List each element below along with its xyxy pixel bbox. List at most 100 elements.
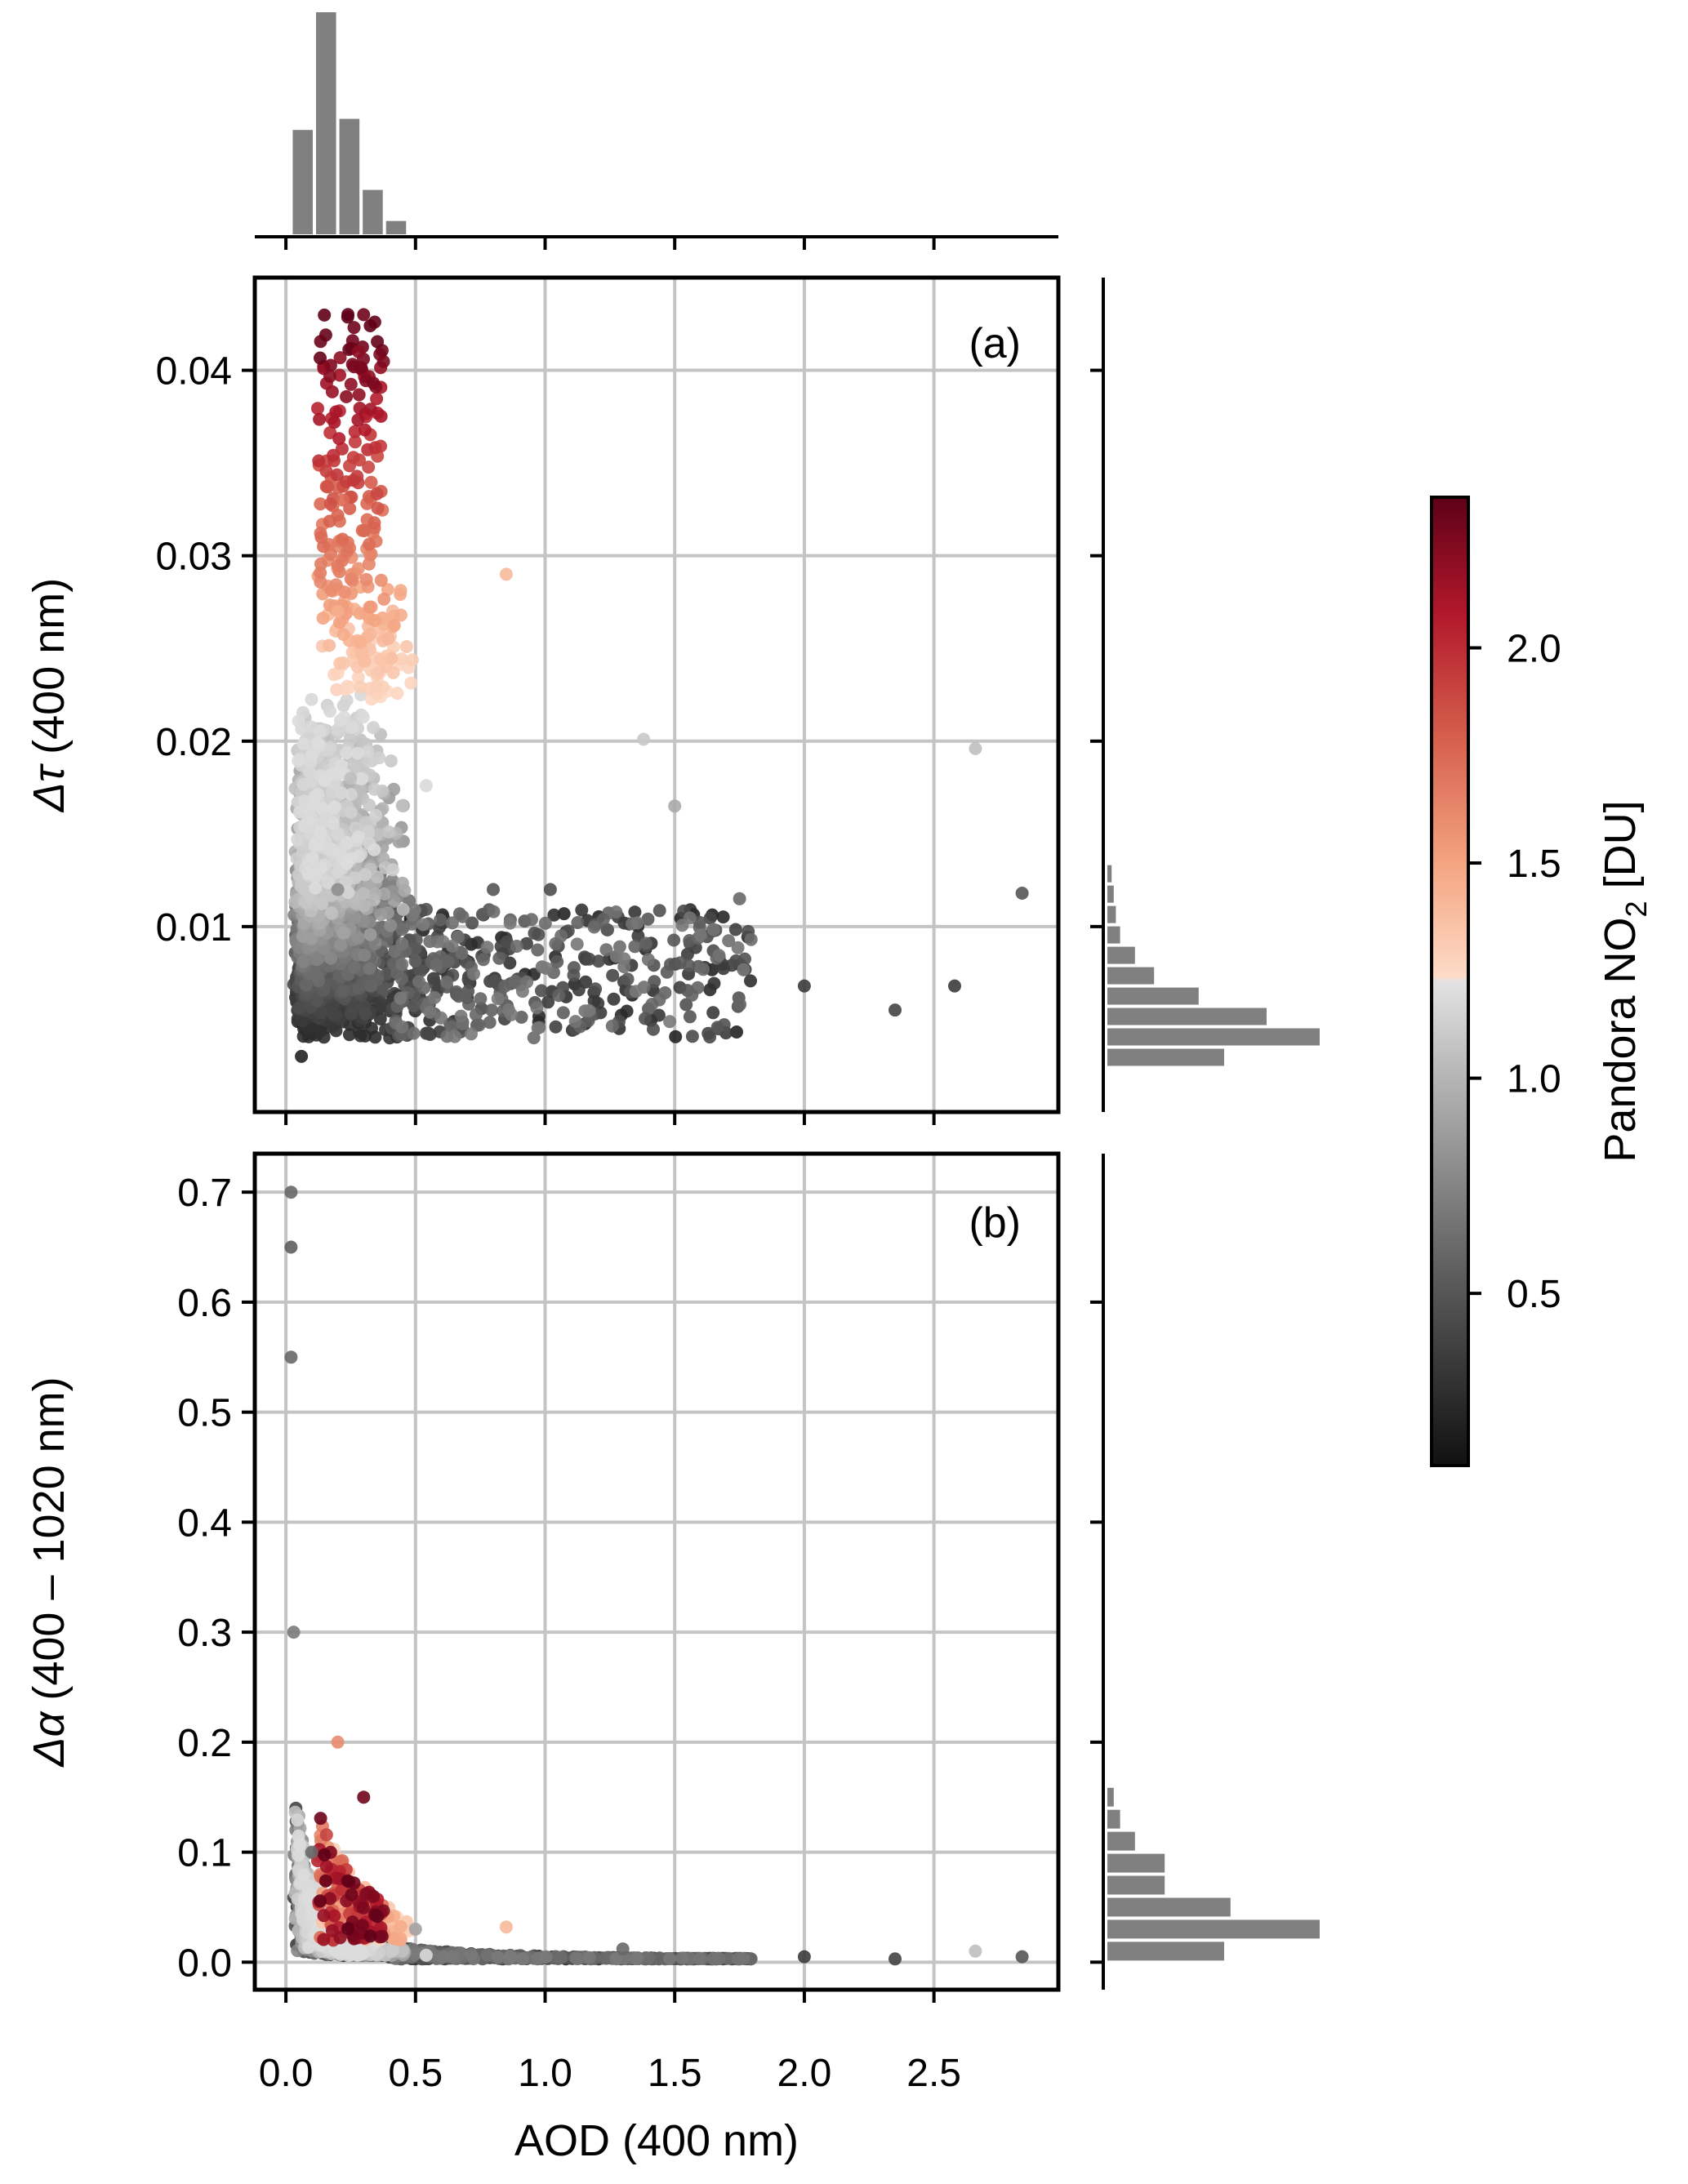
scatter-point — [321, 876, 335, 889]
scatter-point — [703, 911, 717, 925]
scatter-point — [344, 377, 358, 391]
scatter-point — [367, 721, 381, 735]
scatter-point — [365, 1021, 378, 1035]
scatter-point — [374, 409, 388, 423]
scatter-point — [305, 852, 319, 865]
scatter-point — [373, 652, 387, 666]
scatter-point — [314, 351, 327, 365]
scatter-point — [313, 412, 327, 426]
scatter-point — [552, 989, 566, 1003]
scatter-point — [703, 1030, 717, 1044]
scatter-point — [347, 321, 361, 335]
scatter-point — [336, 984, 350, 998]
scatter-point — [455, 946, 469, 960]
scatter-point — [423, 1005, 437, 1019]
scatter-point — [367, 782, 381, 796]
scatter-point — [465, 916, 479, 930]
scatter-point — [491, 992, 505, 1006]
scatter-point — [547, 908, 561, 922]
scatter-point — [395, 798, 409, 812]
scatter-point — [376, 982, 390, 996]
scatter-point — [394, 991, 408, 1005]
scatter-point — [303, 766, 317, 780]
scatter-point — [693, 1952, 707, 1965]
scatter-point — [331, 604, 345, 618]
scatter-point — [359, 423, 372, 437]
scatter-point — [596, 913, 610, 927]
scatter-point — [472, 1018, 486, 1032]
scatter-point — [607, 992, 621, 1006]
scatter-point — [641, 1951, 655, 1965]
scatter-point — [350, 746, 364, 760]
scatter-point — [445, 916, 459, 930]
scatter-point — [483, 1016, 497, 1030]
scatter-point — [555, 1950, 568, 1964]
scatter-point — [357, 308, 371, 322]
scatter-point — [712, 949, 726, 963]
scatter-point — [889, 1003, 902, 1017]
scatter-point — [399, 640, 413, 653]
scatter-point — [568, 1015, 582, 1029]
scatter-point — [335, 442, 349, 456]
scatter-point — [346, 451, 360, 465]
scatter-point — [314, 825, 327, 839]
scatter-point — [436, 1950, 450, 1964]
scatter-point — [292, 1001, 306, 1015]
scatter-point — [354, 361, 368, 375]
scatter-point — [370, 667, 384, 681]
scatter-point — [503, 916, 517, 930]
scatter-point — [538, 916, 552, 930]
scatter-point — [370, 392, 384, 406]
scatter-point — [587, 920, 601, 934]
scatter-point — [395, 923, 409, 936]
scatter-point — [361, 443, 375, 456]
scatter-point — [340, 746, 354, 760]
scatter-point — [395, 876, 409, 890]
scatter-point — [330, 683, 344, 696]
scatter-point — [385, 652, 399, 665]
scatter-point — [381, 632, 395, 646]
scatter-point — [630, 916, 644, 930]
scatter-point — [498, 979, 512, 993]
scatter-point — [404, 676, 418, 690]
scatter-point — [385, 863, 399, 877]
scatter-point — [362, 460, 376, 474]
scatter-point — [697, 963, 710, 976]
scatter-point — [499, 567, 513, 581]
scatter-point — [683, 1010, 697, 1024]
scatter-point — [358, 524, 371, 537]
scatter-point — [299, 978, 313, 992]
scatter-point — [341, 308, 355, 322]
scatter-point — [324, 905, 338, 919]
scatter-point — [737, 1951, 750, 1965]
scatter-point — [356, 710, 370, 724]
scatter-point — [384, 754, 398, 767]
scatter-point — [571, 916, 585, 929]
scatter-point — [731, 941, 745, 954]
scatter-point — [308, 838, 322, 852]
scatter-point — [304, 775, 318, 789]
scatter-point — [434, 913, 448, 927]
scatter-point — [340, 856, 354, 870]
scatter-point — [344, 572, 358, 586]
scatter-point — [362, 826, 376, 840]
scatter-point — [652, 1008, 666, 1022]
scatter-point — [347, 961, 361, 974]
scatter-point — [315, 896, 329, 910]
scatter-point — [371, 501, 385, 515]
scatter-point — [314, 1006, 327, 1020]
scatter-point — [329, 578, 343, 592]
scatter-point — [321, 480, 335, 494]
scatter-point — [555, 929, 568, 943]
scatter-point — [315, 801, 329, 815]
scatter-point — [342, 1028, 356, 1042]
scatter-point — [465, 1947, 478, 1961]
scatter-point — [487, 883, 500, 896]
scatter-point — [374, 573, 388, 587]
scatter-point — [535, 984, 548, 998]
scatter-point — [327, 668, 341, 682]
scatter-point — [628, 940, 642, 954]
scatter-point — [345, 759, 359, 772]
scatter-point — [370, 487, 384, 500]
